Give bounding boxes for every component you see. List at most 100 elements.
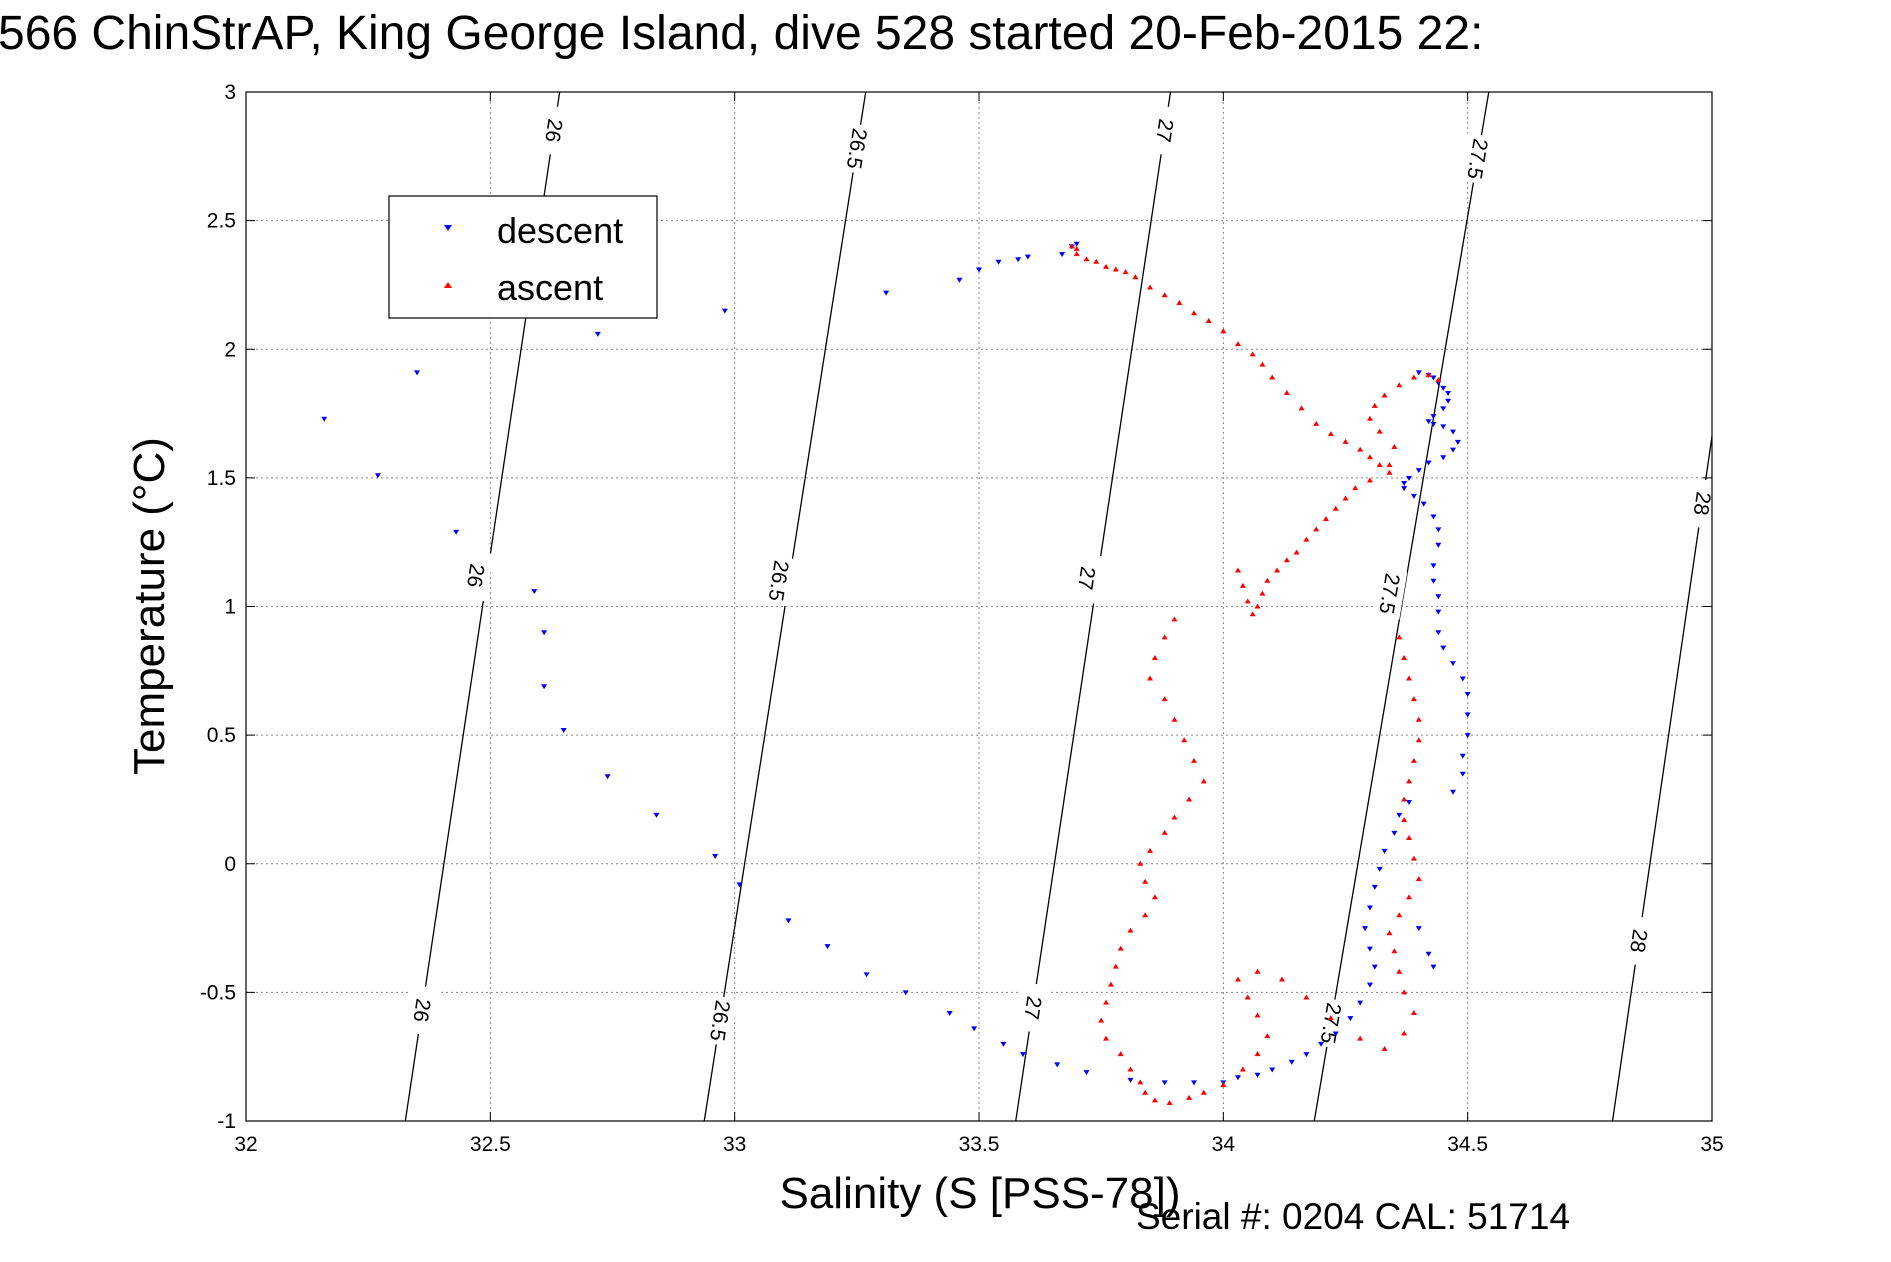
descent-point [1332, 1031, 1339, 1037]
descent-point [1450, 429, 1457, 435]
descent-point [712, 854, 719, 860]
contour-label: 26 [462, 562, 488, 589]
descent-point [1445, 398, 1452, 404]
ascent-point [1381, 392, 1388, 398]
ascent-point [1200, 1089, 1207, 1095]
ascent-point [1327, 431, 1334, 437]
x-tick-label: 32.5 [470, 1133, 511, 1156]
descent-point [1435, 594, 1442, 600]
ascent-point [1410, 696, 1417, 702]
ascent-point [1376, 428, 1383, 434]
ascent-point [1234, 341, 1241, 347]
ascent-point [1406, 675, 1413, 681]
ascent-point [1068, 243, 1075, 249]
descent-point [1450, 661, 1457, 667]
ascent-point [1142, 912, 1149, 918]
ascent-point [1234, 567, 1241, 573]
ascent-point [1254, 603, 1261, 609]
ascent-point [1298, 405, 1305, 411]
contour-label-bg [1015, 981, 1051, 1034]
ascent-point [1234, 976, 1241, 982]
descent-point [1234, 1075, 1241, 1081]
descent-point [1430, 964, 1437, 970]
ascent-point [1220, 1081, 1227, 1087]
ascent-point [1171, 616, 1178, 622]
descent-point [1435, 609, 1442, 615]
x-tick-label: 33.5 [959, 1133, 1000, 1156]
contour-label-bg [761, 554, 797, 607]
contour-label-bg [1147, 104, 1183, 157]
descent-point [971, 1026, 978, 1032]
ascent-point [1401, 796, 1408, 802]
y-tick-label: 3 [224, 81, 236, 104]
ascent-point [1366, 477, 1373, 483]
descent-point [1410, 493, 1417, 499]
contour-label: 28 [1625, 928, 1651, 954]
contour-label-bg [702, 994, 738, 1047]
ascent-point [1181, 737, 1188, 743]
x-tick-label: 32 [234, 1133, 257, 1156]
descent-point [976, 267, 982, 273]
ascent-point [1410, 1009, 1417, 1015]
ascent-point [1283, 389, 1290, 395]
y-tick-label: 2 [224, 338, 236, 361]
descent-point [1415, 370, 1422, 376]
descent-point [1191, 1080, 1198, 1086]
ascent-point [1386, 930, 1393, 936]
descent-point [1459, 753, 1466, 759]
descent-point [1415, 468, 1422, 474]
ascent-point [1191, 310, 1198, 316]
descent-point [321, 416, 328, 422]
descent-point [1269, 1067, 1276, 1073]
contour-label-bg [1371, 567, 1408, 620]
descent-point [1019, 1052, 1026, 1058]
descent-point [995, 259, 1002, 265]
descent-point [1366, 982, 1373, 988]
contour-label: 27 [1019, 994, 1045, 1021]
ascent-point [1132, 274, 1139, 280]
descent-point [1396, 812, 1403, 818]
ascent-point [1396, 634, 1403, 640]
descent-point [1430, 421, 1437, 427]
y-tick-label: 1 [224, 596, 236, 619]
legend-ascent-marker [444, 282, 452, 288]
descent-point [1401, 486, 1408, 492]
ascent-point [1186, 796, 1193, 802]
descent-point [1435, 630, 1442, 636]
ascent-point [1366, 454, 1373, 460]
ascent-point [1239, 1066, 1246, 1072]
ascent-point [1396, 912, 1403, 918]
ascent-point [1274, 567, 1281, 573]
x-tick-label: 34.5 [1447, 1133, 1488, 1156]
contour-label-bg [404, 984, 440, 1037]
density-contour-line [1313, 92, 1490, 1121]
ascent-point [1191, 757, 1198, 763]
ascent-point [1117, 945, 1124, 951]
descent-point [1254, 1072, 1261, 1078]
ascent-point [1244, 598, 1251, 604]
ascent-point [1103, 999, 1110, 1005]
ascent-point [1357, 446, 1364, 452]
descent-point [1459, 676, 1466, 682]
ascent-point [1161, 829, 1168, 835]
descent-point [1464, 733, 1471, 739]
ascent-point [1122, 269, 1129, 275]
descent-point [1464, 691, 1471, 697]
contour-label: 28 [1689, 490, 1715, 516]
descent-point [1445, 390, 1452, 396]
ascent-point [1415, 737, 1422, 743]
ascent-point [1401, 1030, 1408, 1036]
ascent-point [1396, 382, 1403, 388]
ascent-point [1117, 1051, 1124, 1057]
x-tick-label: 35 [1700, 1133, 1723, 1156]
descent-point [1454, 439, 1461, 445]
ascent-point [1112, 266, 1119, 272]
x-tick-label: 34 [1212, 1133, 1236, 1156]
contour-label-bg [1313, 997, 1349, 1050]
descent-point [1430, 514, 1437, 520]
y-tick-label: -1 [217, 1110, 236, 1133]
ascent-point [1283, 557, 1290, 563]
contour-label-bg [1684, 477, 1720, 530]
contour-label: 27 [1073, 565, 1099, 592]
